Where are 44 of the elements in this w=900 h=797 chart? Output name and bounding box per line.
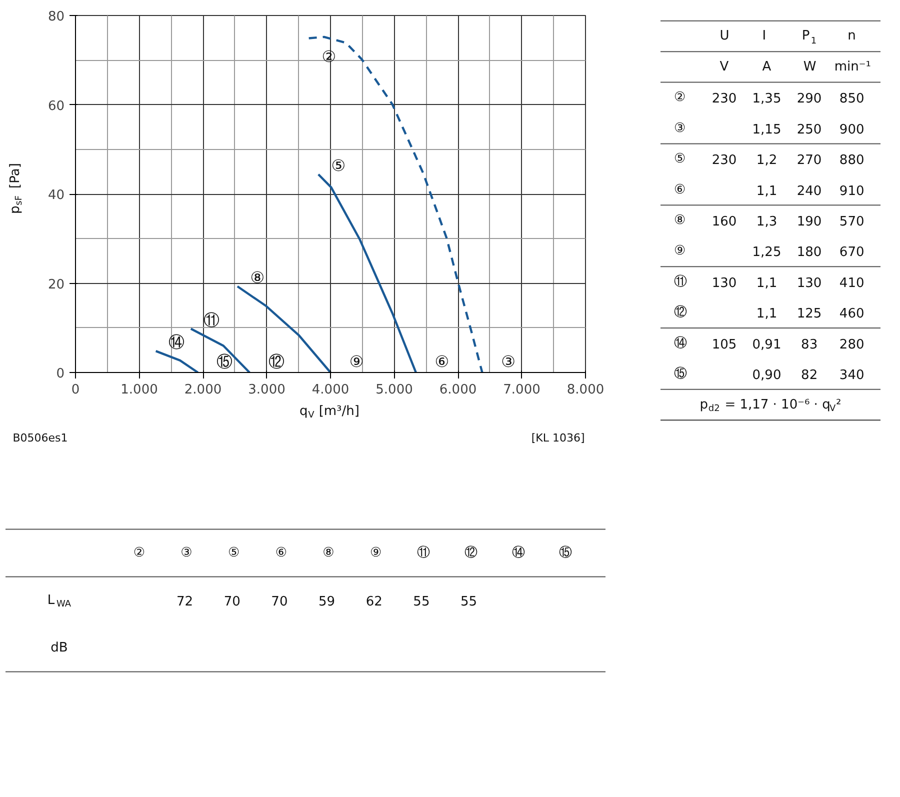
x-tick-label: 6.000: [439, 382, 477, 398]
annotation: ⑤: [331, 156, 346, 175]
text: ⑮ 0,90 82 340: [674, 366, 864, 384]
annotation: ⑥: [434, 352, 450, 371]
text: ⑫ 1,1 125 460: [674, 305, 864, 322]
y-tick-label: 80: [48, 10, 65, 24]
y-tick-label: 20: [48, 277, 65, 292]
annotation: ⑧: [250, 268, 265, 287]
text: dB: [50, 640, 68, 656]
annotation: ⑨: [349, 352, 364, 371]
text: ⑨ 1,25 180 670: [674, 244, 864, 260]
text: V A W min⁻¹: [720, 59, 871, 74]
x-tick-label: 8.000: [566, 382, 604, 398]
annotation: ⑪: [204, 310, 220, 330]
text: ② ③ ⑤ ⑥ ⑧ ⑨ ⑪ ⑫ ⑭ ⑮: [133, 546, 572, 560]
text: B0506es1: [12, 432, 68, 444]
line-series: [308, 36, 484, 372]
annotation: ③: [501, 352, 516, 371]
annotation: ②: [322, 46, 336, 66]
x-tick-label: 7.000: [503, 382, 540, 398]
y-tick-label: 40: [48, 188, 65, 203]
x-tick-label: 0: [71, 382, 80, 398]
annotation: ⑮: [216, 352, 233, 371]
text: ② 230 1,35 290 850: [674, 90, 864, 107]
line-series: [236, 285, 332, 372]
line-series: [317, 173, 418, 372]
x-tick-label: 4.000: [312, 382, 350, 398]
text: 72 70 70 59 62 55 55: [176, 594, 478, 610]
text: ⑪ 130 1,1 130 410: [674, 274, 864, 291]
y-tick-label: 60: [48, 98, 65, 114]
annotation: ⑫: [268, 352, 284, 371]
x-tick-label: 3.000: [248, 382, 286, 398]
text: ③ 1,15 250 900: [674, 120, 864, 138]
text: ⑭ 105 0,91 83 280: [674, 336, 864, 352]
text: ⑥ 1,1 240 910: [674, 182, 864, 199]
y-axis-title: psF [Pa]: [8, 163, 24, 214]
x-tick-label: 2.000: [184, 382, 222, 398]
annotation: ⑭: [168, 332, 185, 352]
x-tick-label: 1.000: [120, 382, 158, 398]
y-tick-label: 0: [56, 366, 65, 382]
text: [KL 1036]: [531, 432, 585, 444]
x-tick-label: 5.000: [376, 382, 413, 398]
text: ⑧ 160 1,3 190 570: [674, 213, 864, 230]
text: ⑤ 230 1,2 270 880: [674, 152, 864, 168]
